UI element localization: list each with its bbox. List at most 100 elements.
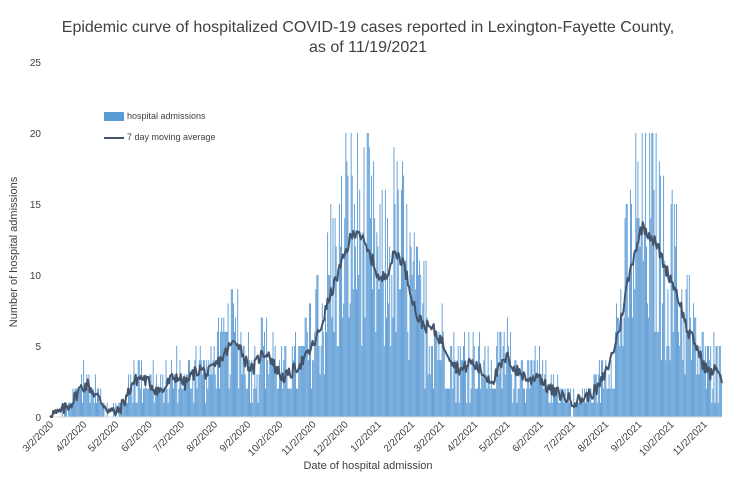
- admission-bar: [77, 388, 79, 417]
- admission-bar: [463, 346, 464, 417]
- admission-bar: [526, 388, 528, 417]
- legend-label-moving-average: 7 day moving average: [127, 132, 216, 142]
- admission-bar: [503, 331, 505, 417]
- admission-bar: [215, 388, 217, 417]
- admission-bar: [305, 317, 307, 417]
- admission-bar: [185, 374, 187, 417]
- admission-bar: [597, 374, 599, 417]
- admission-bar: [578, 402, 580, 417]
- admission-bar: [644, 133, 646, 417]
- admission-bar: [376, 232, 378, 417]
- admission-bar: [138, 360, 140, 417]
- admission-bar: [136, 402, 138, 417]
- admission-bar: [559, 402, 561, 417]
- admission-bar: [211, 374, 213, 417]
- admission-bar: [631, 204, 632, 417]
- admission-bar: [303, 346, 305, 417]
- admission-bar: [718, 346, 720, 417]
- admission-bar: [353, 204, 355, 417]
- admission-bar: [537, 374, 539, 417]
- admission-bar: [70, 402, 72, 417]
- admission-bar: [221, 317, 223, 417]
- admission-bar: [194, 360, 196, 417]
- admission-bar: [634, 289, 636, 417]
- admission-bar: [479, 331, 481, 417]
- admission-bar: [420, 275, 422, 417]
- admission-bar: [283, 360, 285, 417]
- admission-bar: [458, 402, 460, 417]
- admission-bar: [307, 360, 309, 417]
- admission-bar: [227, 303, 229, 417]
- admission-bar: [388, 303, 390, 417]
- admission-bar: [374, 218, 376, 417]
- admission-bar: [267, 360, 269, 417]
- admission-bar: [308, 303, 310, 417]
- admission-bar: [97, 388, 98, 417]
- admission-bar: [498, 374, 500, 417]
- admission-bar: [372, 289, 374, 417]
- admission-bar: [395, 331, 397, 417]
- admission-bar: [154, 388, 156, 417]
- admission-bar: [201, 374, 203, 417]
- admission-bar: [446, 388, 448, 417]
- admission-bar: [445, 388, 447, 417]
- admission-bar: [321, 303, 323, 417]
- admission-bar: [406, 204, 408, 417]
- admission-bar: [428, 346, 430, 417]
- admission-bar: [488, 374, 490, 417]
- admission-bar: [329, 275, 331, 417]
- admission-bar: [257, 402, 259, 417]
- admission-bar: [88, 374, 90, 417]
- admission-bar: [696, 374, 698, 417]
- admission-bar: [527, 360, 529, 417]
- admission-bar: [285, 346, 287, 417]
- admission-bar: [594, 374, 596, 417]
- admission-bar: [207, 388, 209, 417]
- admission-bar: [598, 360, 600, 417]
- admission-bar: [521, 360, 523, 417]
- admission-bar: [75, 388, 77, 417]
- admission-bar: [539, 346, 540, 417]
- admission-bar: [311, 388, 313, 417]
- admission-bar: [460, 360, 462, 417]
- x-tick-label: 1/2/2021: [349, 419, 385, 455]
- admission-bar: [700, 360, 702, 417]
- admission-bar: [496, 346, 498, 417]
- y-tick-label: 15: [30, 200, 42, 211]
- admission-bar: [562, 388, 564, 417]
- admission-bar: [364, 317, 366, 417]
- y-axis-ticks: 0 5 10 15 20 25: [30, 58, 42, 424]
- admission-bar: [469, 402, 471, 417]
- admission-bar: [605, 360, 607, 417]
- admission-bar: [574, 402, 576, 417]
- admission-bar: [589, 388, 591, 417]
- admission-bar: [596, 402, 598, 417]
- admission-bar: [82, 402, 84, 417]
- admission-bar: [489, 388, 491, 417]
- admission-bar: [238, 388, 240, 417]
- admission-bar: [181, 388, 183, 417]
- admission-bar: [392, 317, 394, 417]
- admission-bar: [354, 246, 356, 417]
- admission-bar: [654, 331, 656, 417]
- admission-bar: [687, 331, 689, 417]
- admission-bar: [418, 275, 420, 417]
- admission-bar: [626, 204, 628, 417]
- admission-bar: [195, 346, 197, 417]
- admission-bar: [662, 303, 663, 417]
- admission-bar: [66, 402, 67, 417]
- admission-bar: [546, 388, 548, 417]
- admission-bar: [184, 388, 186, 417]
- admission-bar: [580, 402, 582, 417]
- admission-bar: [270, 360, 272, 417]
- admission-bar: [378, 289, 380, 417]
- admission-bar: [260, 317, 262, 417]
- admission-bar: [209, 374, 211, 417]
- admission-bar: [147, 388, 149, 417]
- admission-bar: [98, 388, 100, 417]
- admission-bar: [704, 346, 706, 417]
- admission-bar: [613, 388, 615, 417]
- admission-bar: [512, 402, 514, 417]
- admission-bar: [558, 402, 560, 417]
